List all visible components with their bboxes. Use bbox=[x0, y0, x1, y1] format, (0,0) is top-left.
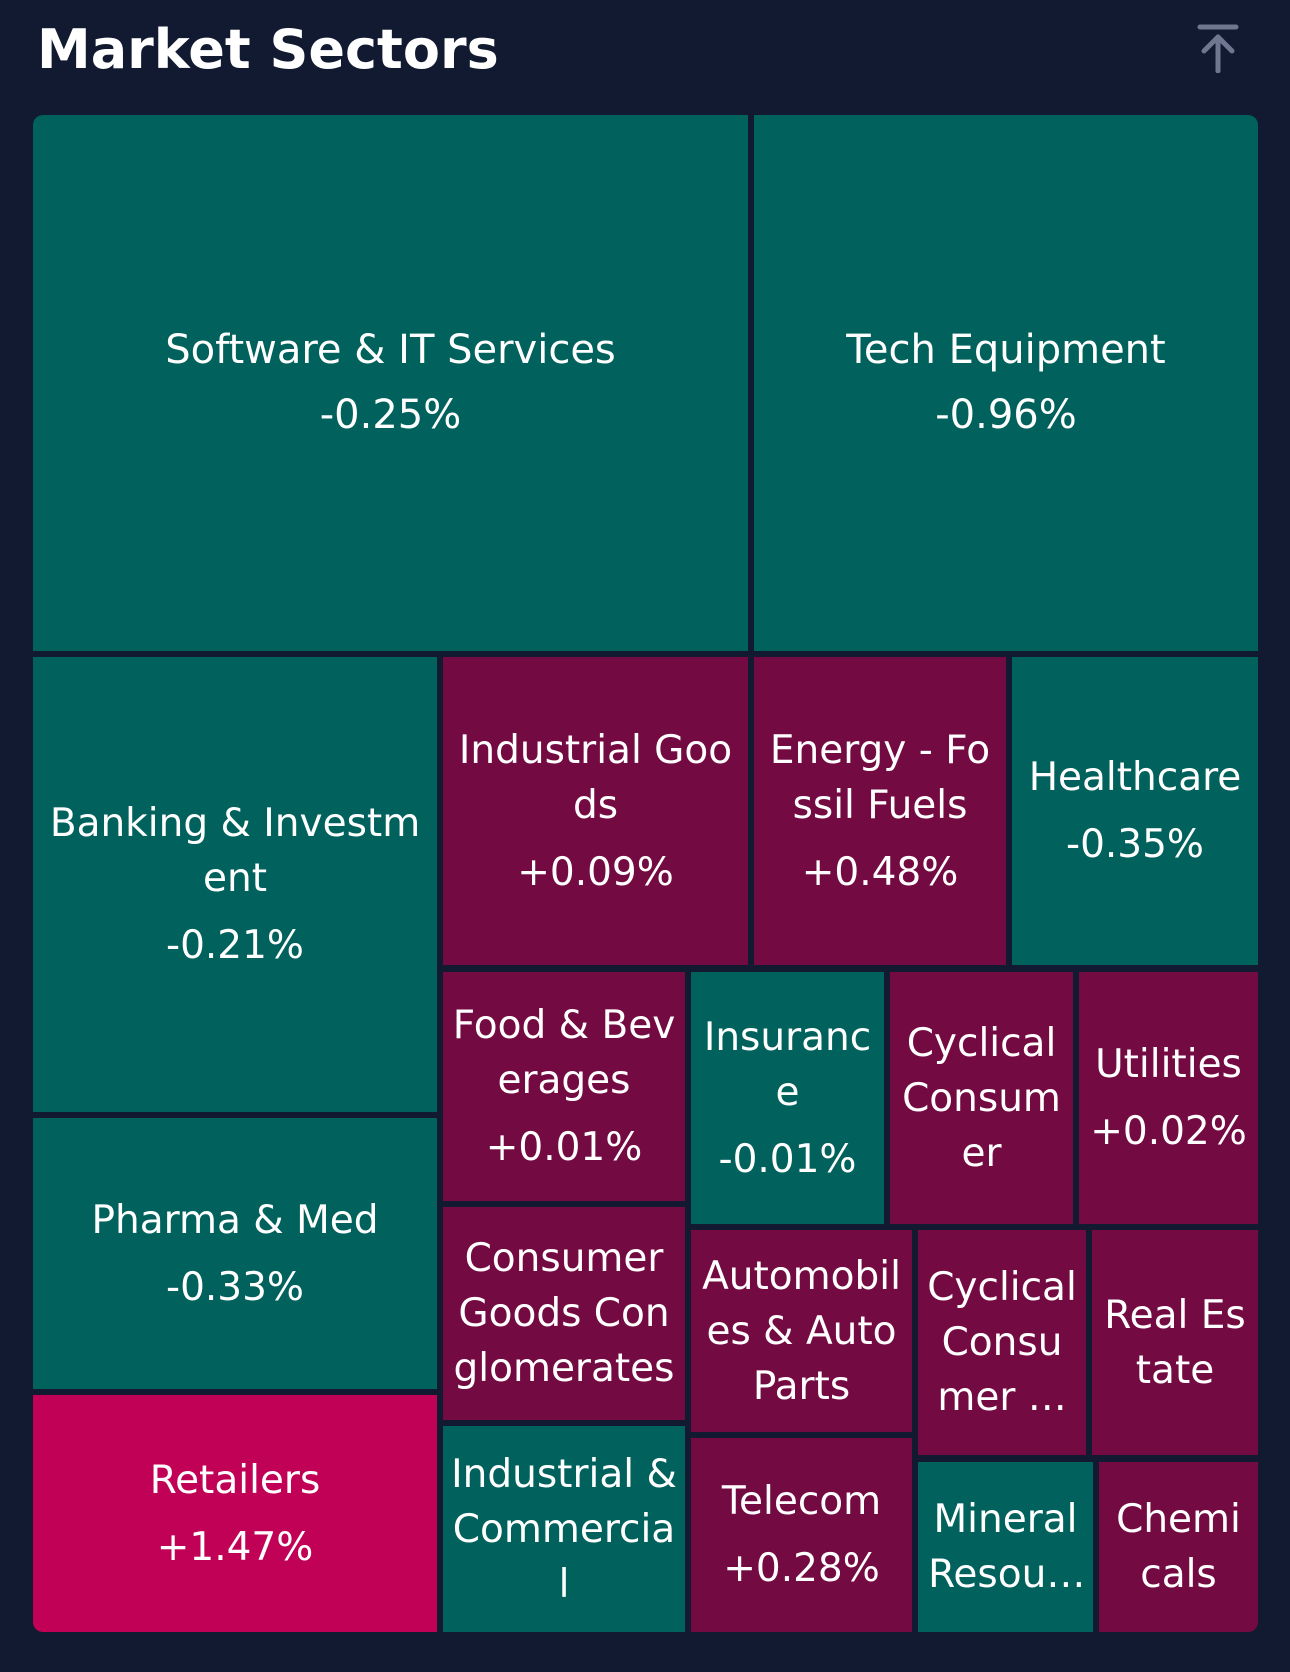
sector-name: Cyclical Consumer Products bbox=[927, 1265, 1077, 1420]
sector-tile[interactable]: Telecom +0.28% bbox=[691, 1438, 912, 1632]
sector-name: Food & Beverages bbox=[452, 1003, 676, 1103]
sector-tile[interactable]: Energy - Fossil Fuels +0.48% bbox=[754, 657, 1006, 965]
sector-name: Pharma & Med bbox=[91, 1197, 379, 1243]
sector-tile[interactable]: Pharma & Med -0.33% bbox=[33, 1118, 437, 1389]
sector-name: Chemicals bbox=[1116, 1497, 1241, 1597]
sector-tile[interactable]: Mineral Resources bbox=[918, 1462, 1093, 1632]
sector-name: Software & IT Services bbox=[165, 327, 616, 373]
sector-tile[interactable]: Cyclical Consumer bbox=[890, 972, 1073, 1224]
sector-name: Industrial & Commercial bbox=[451, 1451, 677, 1607]
sector-change: -0.96% bbox=[935, 392, 1077, 438]
sector-name: Energy - Fossil Fuels bbox=[769, 727, 991, 828]
sector-name: Banking & Investment bbox=[49, 801, 421, 901]
sector-tile[interactable]: Tech Equipment -0.96% bbox=[754, 115, 1258, 651]
sector-tile[interactable]: Insurance -0.01% bbox=[691, 972, 884, 1224]
sector-change: -0.33% bbox=[166, 1264, 304, 1310]
sector-tile[interactable]: Banking & Investment -0.21% bbox=[33, 657, 437, 1112]
scroll-to-top-button[interactable] bbox=[1188, 18, 1248, 78]
sector-name: Utilities bbox=[1095, 1042, 1242, 1087]
sector-change: +0.09% bbox=[517, 849, 674, 895]
sector-change: +0.28% bbox=[723, 1546, 880, 1591]
sector-change: -0.21% bbox=[166, 923, 304, 968]
sector-name: Mineral Resources bbox=[928, 1497, 1083, 1597]
sector-name: Consumer Goods Conglomerates bbox=[453, 1236, 675, 1391]
sector-name: Automobiles & Auto Parts bbox=[702, 1253, 901, 1409]
sector-tile[interactable]: Cyclical Consumer Products bbox=[918, 1230, 1086, 1455]
sector-name: Telecom bbox=[721, 1479, 882, 1524]
sector-tile[interactable]: Utilities +0.02% bbox=[1079, 972, 1258, 1224]
sector-change: +1.47% bbox=[156, 1524, 314, 1570]
sector-change: -0.01% bbox=[718, 1136, 857, 1182]
sector-name: Cyclical Consumer bbox=[902, 1020, 1061, 1176]
sector-tile[interactable]: Chemicals bbox=[1099, 1462, 1258, 1632]
sector-tile[interactable]: Retailers +1.47% bbox=[33, 1395, 437, 1632]
sector-tile[interactable]: Consumer Goods Conglomerates bbox=[443, 1207, 685, 1420]
arrow-up-to-top-icon bbox=[1197, 24, 1239, 73]
sector-treemap: Software & IT Services -0.25% Tech Equipme… bbox=[33, 115, 1258, 1632]
sector-name: Retailers bbox=[149, 1457, 321, 1503]
sector-tile[interactable]: Industrial Goods +0.09% bbox=[443, 657, 748, 965]
sector-tile[interactable]: Software & IT Services -0.25% bbox=[33, 115, 748, 651]
sector-tile[interactable]: Automobiles & Auto Parts bbox=[691, 1230, 912, 1432]
page-title: Market Sectors bbox=[37, 18, 499, 81]
sector-name: Insurance bbox=[703, 1014, 872, 1115]
sector-change: -0.25% bbox=[319, 392, 462, 438]
sector-change: +0.48% bbox=[801, 849, 959, 895]
sector-tile[interactable]: Healthcare -0.35% bbox=[1012, 657, 1258, 965]
sector-tile[interactable]: Food & Beverages +0.01% bbox=[443, 972, 685, 1201]
sector-name: Healthcare bbox=[1028, 755, 1242, 800]
sector-change: +0.02% bbox=[1090, 1109, 1247, 1154]
sector-name: Tech Equipment bbox=[846, 327, 1166, 373]
sector-tile[interactable]: Real Estate bbox=[1092, 1230, 1258, 1455]
sector-change: -0.35% bbox=[1066, 822, 1204, 867]
sector-tile[interactable]: Industrial & Commercial bbox=[443, 1426, 685, 1632]
sector-name: Real Estate bbox=[1104, 1292, 1246, 1393]
sector-change: +0.01% bbox=[485, 1125, 643, 1170]
sector-name: Industrial Goods bbox=[458, 727, 733, 828]
